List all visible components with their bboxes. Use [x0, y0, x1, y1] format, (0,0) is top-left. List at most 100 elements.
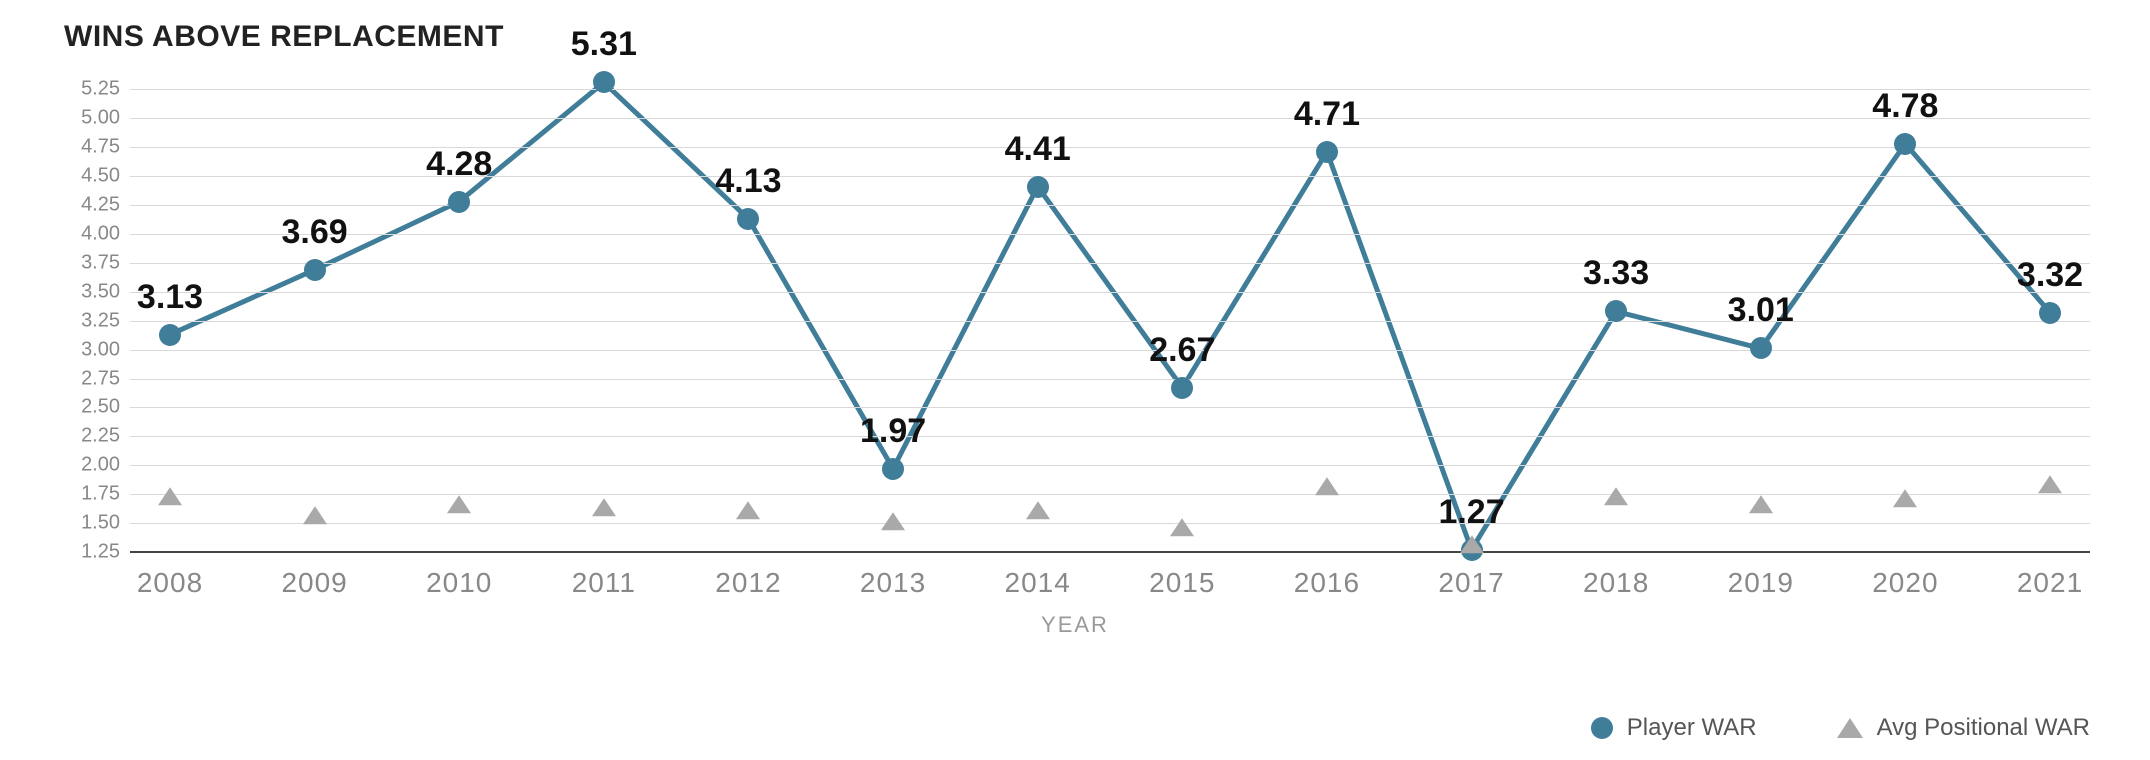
grid-line	[130, 321, 2090, 322]
grid-line	[130, 436, 2090, 437]
x-tick-label: 2013	[860, 567, 926, 599]
data-point-avg-war[interactable]	[1460, 535, 1484, 553]
legend-label: Avg Positional WAR	[1877, 714, 2090, 742]
data-point-player-war[interactable]	[882, 458, 904, 480]
grid-line	[130, 379, 2090, 380]
grid-line	[130, 89, 2090, 90]
data-point-player-war[interactable]	[1750, 337, 1772, 359]
data-point-avg-war[interactable]	[447, 495, 471, 513]
data-point-player-war[interactable]	[593, 71, 615, 93]
value-label: 2.67	[1149, 331, 1215, 370]
value-label: 4.78	[1872, 87, 1938, 126]
grid-line	[130, 118, 2090, 119]
value-label: 4.13	[715, 162, 781, 201]
circle-marker-icon	[1591, 717, 1613, 739]
legend-item-player-war: Player WAR	[1591, 714, 1757, 742]
y-tick-label: 2.25	[60, 425, 120, 448]
value-label: 3.13	[137, 278, 203, 317]
x-tick-label: 2011	[572, 567, 636, 599]
x-tick-label: 2016	[1294, 567, 1360, 599]
plot-area: 3.133.694.285.314.131.974.412.674.711.27…	[130, 72, 2090, 552]
y-tick-label: 3.00	[60, 338, 120, 361]
grid-line	[130, 292, 2090, 293]
y-tick-label: 1.75	[60, 483, 120, 506]
grid-line	[130, 176, 2090, 177]
chart-container: WINS ABOVE REPLACEMENT 3.13 3.69 4.28 5.31 4…	[0, 0, 2150, 760]
y-tick-label: 5.00	[60, 107, 120, 130]
data-point-player-war[interactable]	[448, 191, 470, 213]
x-tick-label: 2015	[1149, 567, 1215, 599]
value-label: 3.32	[2017, 256, 2083, 295]
data-point-player-war[interactable]	[1316, 141, 1338, 163]
data-point-player-war[interactable]	[1171, 377, 1193, 399]
value-label: 1.27	[1438, 493, 1504, 532]
chart-area: 3.133.694.285.314.131.974.412.674.711.27…	[60, 72, 2090, 632]
value-label: 5.31	[571, 25, 637, 64]
data-point-avg-war[interactable]	[736, 501, 760, 519]
x-tick-label: 2017	[1438, 567, 1504, 599]
value-label: 3.69	[282, 213, 348, 252]
data-point-player-war[interactable]	[304, 259, 326, 281]
grid-line	[130, 147, 2090, 148]
y-tick-label: 3.50	[60, 280, 120, 303]
y-tick-label: 4.25	[60, 194, 120, 217]
line-layer	[130, 72, 2090, 552]
x-tick-label: 2009	[281, 567, 347, 599]
data-point-avg-war[interactable]	[1893, 489, 1917, 507]
grid-line	[130, 205, 2090, 206]
x-tick-label: 2010	[426, 567, 492, 599]
y-tick-label: 4.00	[60, 222, 120, 245]
x-tick-label: 2014	[1005, 567, 1071, 599]
value-label: 3.33	[1583, 254, 1649, 293]
y-tick-label: 2.50	[60, 396, 120, 419]
value-label: 4.41	[1005, 130, 1071, 169]
data-point-player-war[interactable]	[1605, 300, 1627, 322]
x-tick-label: 2018	[1583, 567, 1649, 599]
grid-line	[130, 494, 2090, 495]
x-tick-label: 2012	[715, 567, 781, 599]
data-point-player-war[interactable]	[1894, 133, 1916, 155]
triangle-marker-icon	[1837, 718, 1863, 738]
x-tick-label: 2020	[1872, 567, 1938, 599]
y-tick-label: 2.00	[60, 454, 120, 477]
grid-line	[130, 350, 2090, 351]
grid-line	[130, 263, 2090, 264]
value-label: 4.71	[1294, 95, 1360, 134]
data-point-avg-war[interactable]	[1749, 495, 1773, 513]
data-point-avg-war[interactable]	[1026, 501, 1050, 519]
x-tick-label: 2008	[137, 567, 203, 599]
y-tick-label: 1.25	[60, 541, 120, 564]
x-axis-baseline	[130, 551, 2090, 553]
y-tick-label: 3.25	[60, 309, 120, 332]
data-point-avg-war[interactable]	[303, 506, 327, 524]
x-tick-label: 2019	[1728, 567, 1794, 599]
grid-line	[130, 523, 2090, 524]
x-tick-label: 2021	[2017, 567, 2083, 599]
legend-label: Player WAR	[1627, 714, 1757, 742]
chart-title: WINS ABOVE REPLACEMENT	[64, 20, 2110, 54]
y-tick-label: 2.75	[60, 367, 120, 390]
value-label: 3.01	[1728, 291, 1794, 330]
data-point-player-war[interactable]	[1027, 176, 1049, 198]
y-tick-label: 4.75	[60, 136, 120, 159]
y-tick-label: 4.50	[60, 165, 120, 188]
data-point-player-war[interactable]	[159, 324, 181, 346]
data-point-avg-war[interactable]	[592, 498, 616, 516]
data-point-avg-war[interactable]	[1315, 478, 1339, 496]
grid-line	[130, 465, 2090, 466]
legend-item-avg-war: Avg Positional WAR	[1837, 714, 2090, 742]
x-axis-title: YEAR	[1041, 612, 1109, 638]
data-point-avg-war[interactable]	[2038, 475, 2062, 493]
data-point-avg-war[interactable]	[1170, 518, 1194, 536]
grid-line	[130, 407, 2090, 408]
data-point-avg-war[interactable]	[158, 487, 182, 505]
grid-line	[130, 234, 2090, 235]
data-point-avg-war[interactable]	[1604, 487, 1628, 505]
legend: Player WAR Avg Positional WAR	[1591, 714, 2090, 742]
data-point-player-war[interactable]	[2039, 302, 2061, 324]
value-label: 4.28	[426, 145, 492, 184]
y-tick-label: 3.75	[60, 251, 120, 274]
data-point-avg-war[interactable]	[881, 512, 905, 530]
y-tick-label: 5.25	[60, 78, 120, 101]
data-point-player-war[interactable]	[737, 208, 759, 230]
